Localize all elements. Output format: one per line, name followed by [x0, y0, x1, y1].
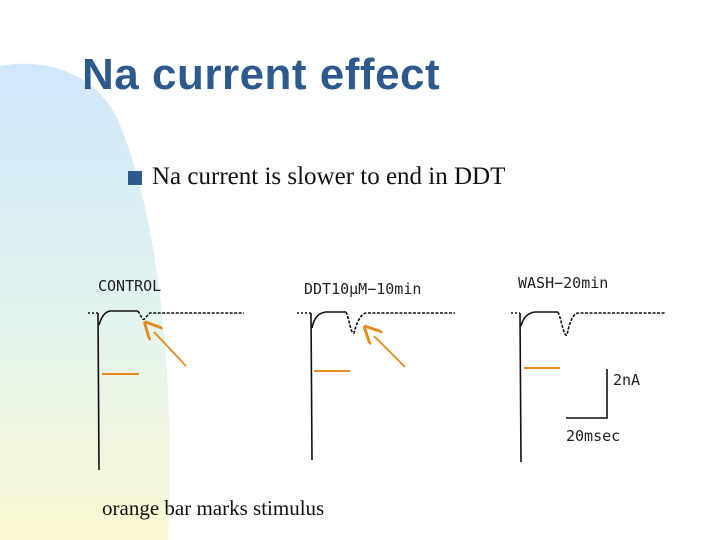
slide-title: Na current effect [82, 50, 441, 99]
arrow-control [154, 332, 187, 367]
trace-ddt [297, 311, 455, 461]
panel-label-wash: WASH−20min [518, 274, 608, 292]
trace-control [88, 310, 244, 471]
scale-bar [566, 369, 608, 419]
square-bullet-icon [128, 171, 142, 185]
scale-bar-current-label: 2nA [613, 371, 640, 389]
trace-wash [511, 311, 665, 463]
bullet-item: Na current is slower to end in DDT [128, 163, 505, 191]
panel-label-ddt: DDT10µM−10min [304, 280, 421, 298]
bullet-text: Na current is slower to end in DDT [152, 163, 506, 190]
panel-label-control: CONTROL [98, 277, 161, 295]
scale-bar-time-label: 20msec [566, 427, 620, 445]
arrow-ddt [374, 336, 406, 368]
figure-caption: orange bar marks stimulus [102, 496, 325, 520]
